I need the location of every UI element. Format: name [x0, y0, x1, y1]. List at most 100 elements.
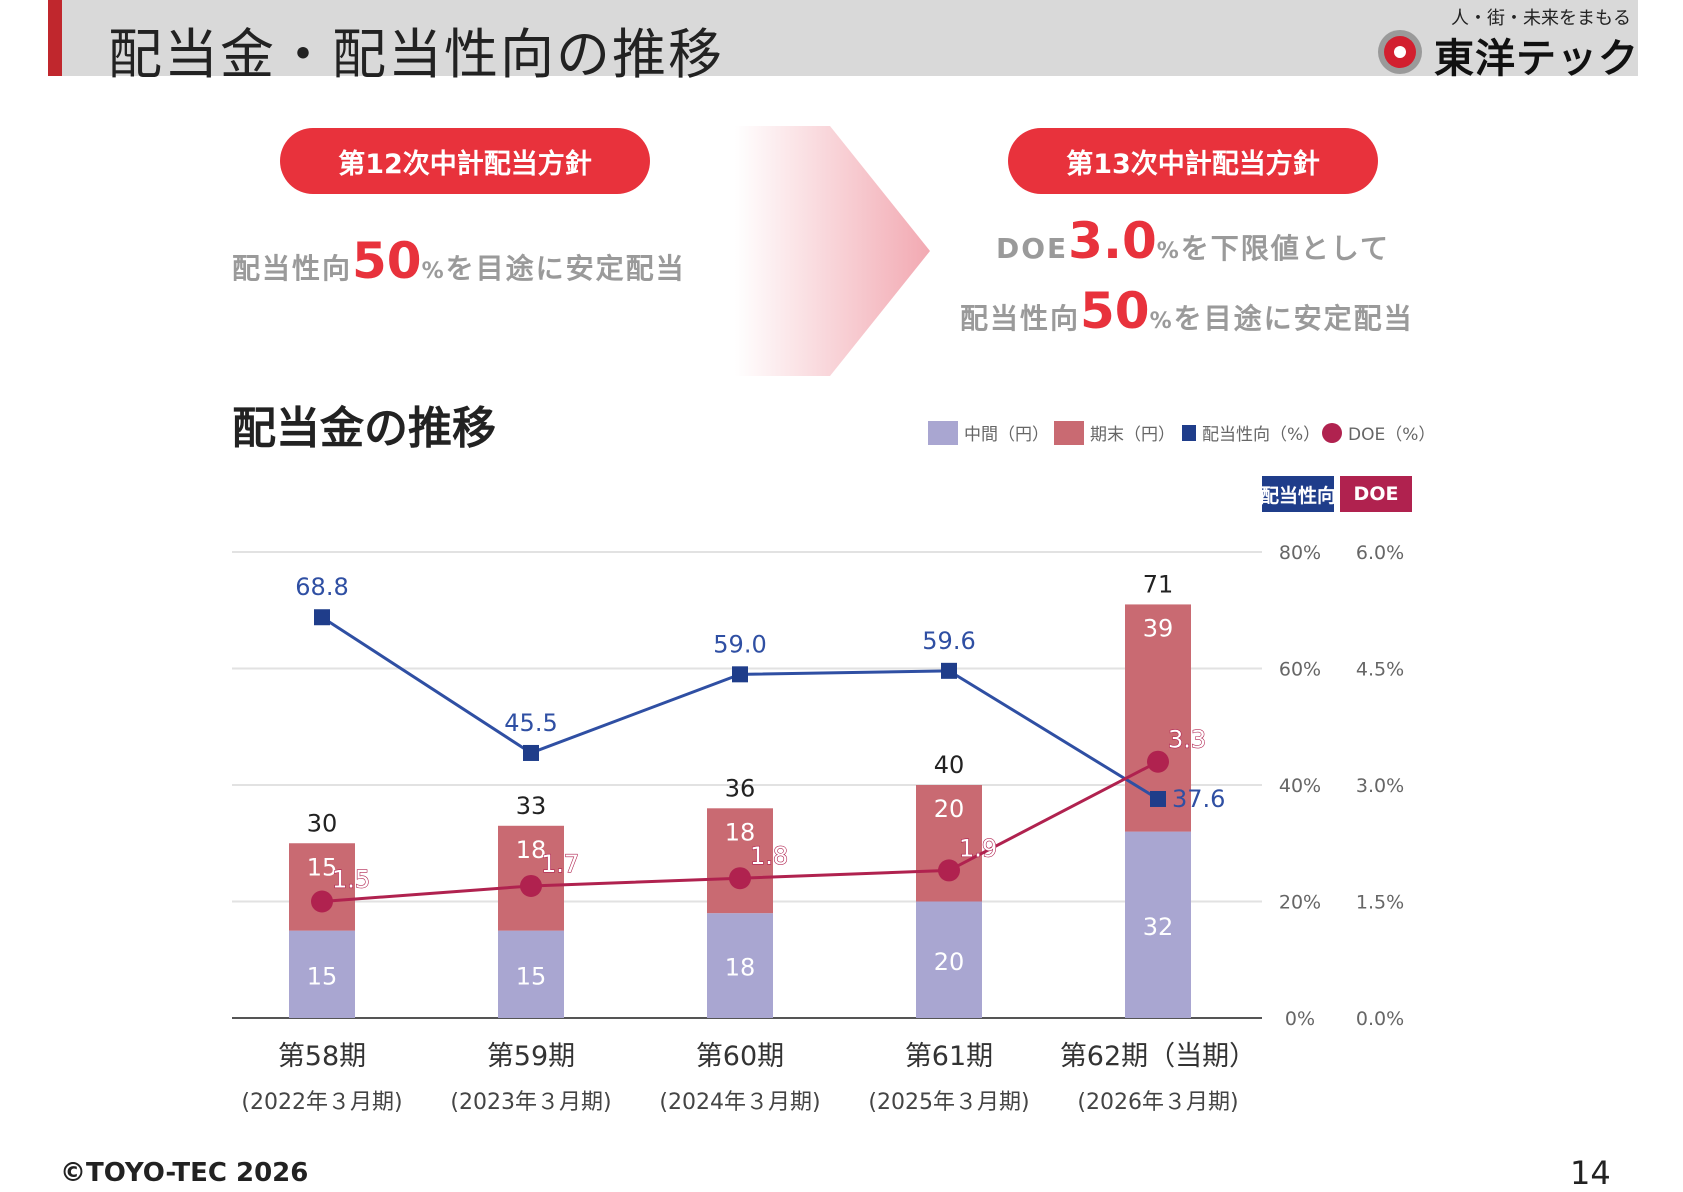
- category-period-label: (2024年３月期): [659, 1090, 821, 1115]
- policy-12-pill: 第12次中計配当方針: [280, 128, 650, 194]
- doe-tick-label: 1.5%: [1356, 892, 1404, 914]
- category-period-label: (2023年３月期): [450, 1090, 612, 1115]
- bar-year-end: [289, 843, 355, 931]
- payout-marker: [941, 662, 957, 679]
- bar-total-label: 36: [725, 774, 756, 802]
- bar-interim: [707, 913, 773, 1018]
- bar-interim-label: 15: [516, 962, 547, 990]
- category-label: 第58期: [277, 1041, 367, 1072]
- bar-interim-label: 20: [934, 948, 965, 976]
- logo-tagline: 人・街・未来をまもる: [1451, 8, 1631, 29]
- payout-tick-label: 20%: [1279, 892, 1321, 914]
- payout-marker: [732, 666, 748, 683]
- doe-label: 3.3: [1168, 726, 1206, 754]
- payout-tick-label: 0%: [1285, 1008, 1315, 1030]
- policy-12-value: 50: [352, 232, 422, 290]
- company-logo-name: 東洋テック: [1434, 36, 1639, 82]
- bar-year-end: [707, 808, 773, 914]
- policy-12-unit: %: [421, 259, 446, 284]
- policy-13-pill: 第13次中計配当方針: [1008, 128, 1378, 194]
- bar-year-end-label: 20: [934, 795, 965, 823]
- doe-marker: [938, 859, 960, 882]
- policy-13-line1: DOE3.0%を下限値として: [996, 212, 1390, 270]
- header-accent: [48, 0, 62, 76]
- policy-13-line2: 配当性向50%を目途に安定配当: [960, 282, 1414, 340]
- policy-12-suffix: を目途に安定配当: [445, 252, 686, 285]
- policy-13-doe-unit: %: [1156, 239, 1181, 264]
- legend-interim-label: 中間（円）: [964, 425, 1049, 445]
- doe-label: 1.9: [959, 834, 997, 862]
- bar-interim-label: 32: [1143, 913, 1174, 941]
- legend-payout-label: 配当性向（%）: [1202, 425, 1321, 445]
- label-layer: 15 15 30 15 18 33 18 18 36 20 20 40 32 39 71 68.8 45.5 59…: [295, 570, 1225, 990]
- payout-tick-label: 40%: [1279, 775, 1321, 797]
- header-bar: [48, 0, 1638, 76]
- payout-axis-badge: 配当性向: [1260, 476, 1336, 512]
- bar-total-label: 40: [934, 751, 965, 779]
- bar-interim-label: 18: [725, 954, 756, 982]
- category-label: 第62期（当期）: [1059, 1041, 1257, 1072]
- legend-interim-swatch: [928, 420, 958, 445]
- bar-interim: [1125, 831, 1191, 1018]
- payout-tick-label: 60%: [1279, 659, 1321, 681]
- bar-interim: [289, 930, 355, 1018]
- category-label: 第59期: [486, 1041, 576, 1072]
- bar-interim: [498, 930, 564, 1018]
- bar-total-label: 30: [307, 809, 338, 837]
- doe-tick-label: 4.5%: [1356, 659, 1404, 681]
- policy-13-doe-value: 3.0: [1068, 212, 1157, 270]
- legend-payout: 配当性向（%）: [1182, 420, 1320, 445]
- bar-year-end-label: 18: [516, 836, 547, 864]
- legend-payout-swatch: [1182, 424, 1196, 441]
- payout-marker: [523, 744, 539, 761]
- policy-12-prefix: 配当性向: [232, 252, 353, 285]
- company-logo-icon: [1378, 30, 1422, 74]
- policy-13-payout-prefix: 配当性向: [960, 302, 1081, 335]
- chart-title: 配当金の推移: [232, 403, 496, 454]
- bar-year-end-label: 18: [725, 818, 756, 846]
- payout-marker: [1150, 790, 1166, 807]
- doe-label: 1.7: [541, 850, 579, 878]
- legend-year-end-swatch: [1054, 420, 1084, 445]
- payout-marker: [314, 609, 330, 626]
- legend-year-end-label: 期末（円）: [1090, 425, 1175, 445]
- policy-13-payout-suffix: を目途に安定配当: [1173, 302, 1414, 335]
- page-title: 配当金・配当性向の推移: [108, 23, 724, 86]
- doe-label: 1.5: [332, 866, 370, 894]
- doe-tick-label: 3.0%: [1356, 775, 1404, 797]
- bar-total-label: 71: [1143, 570, 1174, 598]
- policy-13-payout-unit: %: [1149, 309, 1174, 334]
- bar-interim: [916, 901, 982, 1018]
- bar-year-end-label: 15: [307, 853, 338, 881]
- bar-layer: [289, 604, 1191, 1018]
- transition-arrow-icon: [735, 126, 930, 376]
- legend-interim: 中間（円）: [928, 420, 1049, 445]
- category-period-label: (2026年３月期): [1077, 1090, 1239, 1115]
- policy-13-doe-suffix: を下限値として: [1180, 232, 1390, 265]
- doe-tick-label: 0.0%: [1356, 1008, 1404, 1030]
- payout-label: 68.8: [295, 573, 348, 601]
- payout-tick-label: 80%: [1279, 542, 1321, 564]
- category-period-label: (2025年３月期): [868, 1090, 1030, 1115]
- legend-year-end: 期末（円）: [1054, 420, 1175, 445]
- policy-12-text: 配当性向50%を目途に安定配当: [232, 232, 686, 290]
- doe-axis-badge: DOE: [1340, 476, 1412, 512]
- page-number: 14: [1570, 1154, 1611, 1192]
- legend-doe-swatch: [1322, 422, 1342, 443]
- legend-doe: DOE（%）: [1322, 420, 1435, 445]
- payout-label: 37.6: [1172, 785, 1225, 813]
- bar-year-end-label: 39: [1143, 614, 1174, 642]
- policy-13-payout-value: 50: [1080, 282, 1150, 340]
- footer-copyright: ©TOYO-TEC 2026: [60, 1158, 309, 1188]
- payout-label: 45.5: [504, 709, 557, 737]
- payout-label: 59.6: [922, 627, 975, 655]
- payout-label: 59.0: [713, 630, 766, 658]
- bar-interim-label: 15: [307, 962, 338, 990]
- doe-marker: [520, 874, 542, 897]
- doe-label: 1.8: [750, 842, 788, 870]
- legend-doe-label: DOE（%）: [1348, 425, 1436, 445]
- category-label: 第60期: [695, 1041, 785, 1072]
- grid-layer: 0% 0.0% 20% 1.5% 40% 3.0% 60% 4.5% 80% 6.0%: [232, 542, 1404, 1030]
- line-layer: [311, 609, 1169, 913]
